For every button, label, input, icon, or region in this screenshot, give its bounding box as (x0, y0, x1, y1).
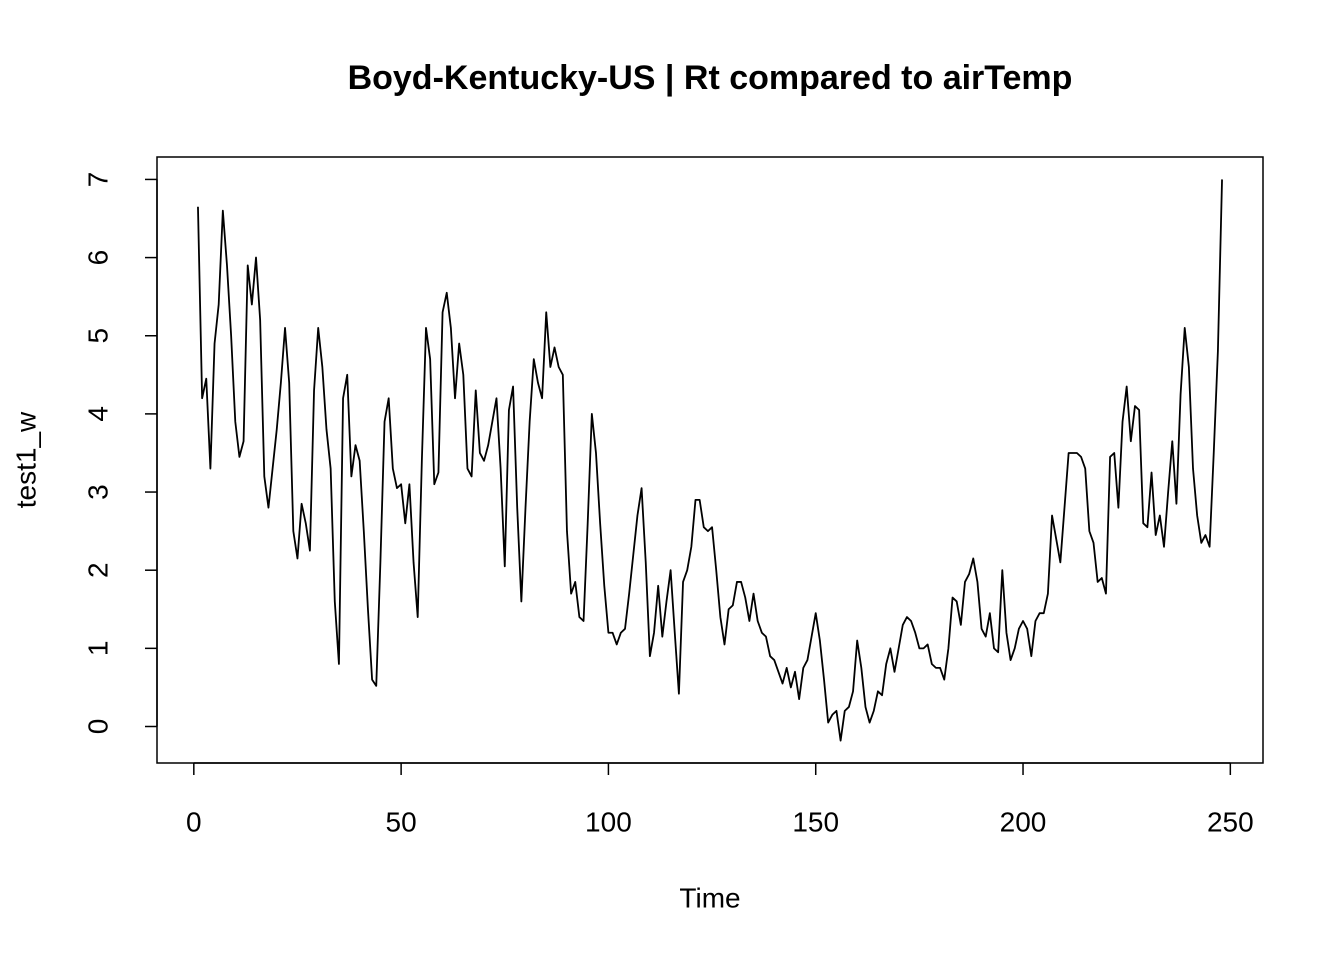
x-tick-label: 250 (1207, 806, 1254, 837)
y-tick-label: 4 (82, 406, 113, 422)
y-tick-label: 6 (82, 250, 113, 266)
x-tick-label: 150 (792, 806, 839, 837)
y-axis-label: test1_w (10, 411, 41, 508)
x-tick-label: 0 (186, 806, 202, 837)
y-tick-label: 2 (82, 562, 113, 578)
y-tick-label: 1 (82, 641, 113, 657)
x-axis-label: Time (679, 882, 740, 913)
y-tick-label: 0 (82, 719, 113, 735)
x-tick-label: 50 (386, 806, 417, 837)
y-tick-label: 3 (82, 484, 113, 500)
chart-title: Boyd-Kentucky-US | Rt compared to airTem… (348, 59, 1073, 97)
data-line (197, 179, 1223, 742)
y-tick-label: 5 (82, 328, 113, 344)
x-tick-label: 200 (1000, 806, 1047, 837)
y-tick-label: 7 (82, 172, 113, 188)
x-tick-label: 100 (585, 806, 632, 837)
